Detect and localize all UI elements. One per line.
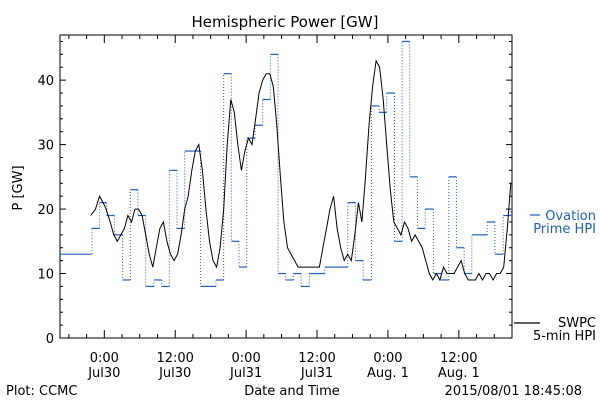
plot-source-note: Plot: CCMC [6,384,77,399]
plot-timestamp: 2015/08/01 18:45:08 [445,384,582,399]
x-tick-time-label: 12:00 [298,351,335,366]
x-tick-date-label: Jul30 [158,366,191,381]
x-tick-date-label: Jul31 [229,366,262,381]
x-tick-date-label: Jul31 [300,366,333,381]
swpc-series-line [90,59,512,282]
x-tick-time-label: 12:00 [156,351,193,366]
x-tick-date-label: Jul30 [87,366,120,381]
x-tick-time-label: 12:00 [440,351,477,366]
x-tick-date-label: Aug. 1 [438,366,480,381]
x-axis-ticks: 0:00Jul3012:00Jul300:00Jul3112:00Jul310:… [68,35,513,381]
x-tick-time-label: 0:00 [90,351,119,366]
chart-title: Hemispheric Power [GW] [192,13,379,31]
plot-frame [59,34,513,339]
y-axis-label: P [GW] [11,165,26,210]
y-tick-label: 0 [46,332,54,347]
x-tick-time-label: 0:00 [232,351,261,366]
legend-swpc-label-2: 5-min HPI [533,329,596,344]
legend-swpc-label-1: SWPC [558,316,596,331]
y-axis-ticks: 0 10 20 30 40 [37,40,512,347]
y-tick-label: 40 [37,74,54,89]
x-tick-time-label: 0:00 [373,351,402,366]
y-tick-label: 10 [37,268,54,283]
x-tick-date-label: Aug. 1 [367,366,409,381]
y-tick-label: 20 [37,203,54,218]
x-axis-label: Date and Time [244,384,340,399]
y-tick-label: 30 [37,139,54,154]
legend-ovation-label-1: Ovation [545,209,596,224]
legend-ovation-label-2: Prime HPI [533,222,596,237]
series-layer [60,40,512,288]
